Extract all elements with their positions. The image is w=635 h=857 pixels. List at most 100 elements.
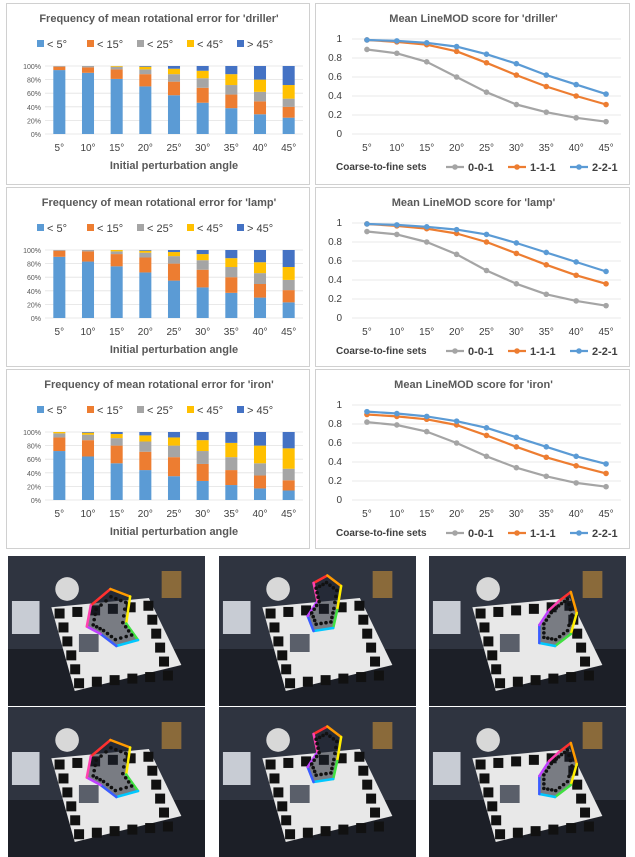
bar-segment-0 <box>196 287 209 318</box>
contour-segment <box>538 759 551 778</box>
bar-segment-3 <box>139 435 152 442</box>
bar-segment-0 <box>167 280 181 318</box>
bar-segment-0 <box>81 456 95 500</box>
x-tick-label: 45° <box>281 509 296 520</box>
keypoint-dot <box>565 748 570 752</box>
keypoint-dot <box>547 765 551 770</box>
bar-segment-1 <box>225 277 238 293</box>
contour-segment <box>553 783 573 799</box>
keypoint-dot <box>565 597 570 601</box>
bar-segment-4 <box>167 250 181 253</box>
x-tick-label: 20° <box>449 509 464 520</box>
bar-segment-2 <box>110 438 123 446</box>
marker-square <box>91 827 102 838</box>
marker-square <box>362 779 373 790</box>
marker-square <box>58 622 69 633</box>
keypoint-dot <box>126 780 131 784</box>
data-point <box>513 240 520 246</box>
x-tick-label: 5° <box>55 327 65 338</box>
data-point <box>364 221 370 227</box>
chart-title: Mean LineMOD score for 'lamp' <box>392 197 556 209</box>
bar-segment-1 <box>53 250 66 257</box>
legend-label: > 45° <box>247 39 273 51</box>
x-tick-label: 5° <box>55 143 65 154</box>
contour-segment <box>85 625 102 636</box>
keypoint-dot <box>120 620 125 625</box>
contour-segment <box>335 735 343 763</box>
keypoint-dot <box>101 628 106 633</box>
keypoint-dot <box>319 772 323 777</box>
bar-segment-2 <box>53 250 66 251</box>
keypoint-dot <box>542 782 546 786</box>
x-tick-label: 10° <box>389 509 404 520</box>
marker-square <box>338 824 349 835</box>
bar-segment-1 <box>139 257 152 273</box>
legend-label: > 45° <box>247 223 273 235</box>
bar-segment-3 <box>253 445 267 464</box>
contour-segment <box>312 777 335 784</box>
keypoint-dot <box>109 634 114 639</box>
keypoint-dot <box>92 768 96 773</box>
bar-segment-3 <box>53 432 66 434</box>
data-point <box>573 115 579 121</box>
object-silhouette <box>539 592 577 646</box>
y-tick-label: 0 <box>336 313 342 324</box>
data-point <box>453 74 460 80</box>
marker-square <box>302 676 313 687</box>
bar-segment-0 <box>110 78 123 134</box>
contour-segment <box>547 750 561 763</box>
contour-segment <box>85 755 92 779</box>
clutter-box <box>222 752 251 785</box>
marker-square <box>566 672 577 683</box>
object-silhouette <box>539 743 577 797</box>
x-tick-label: 40° <box>252 327 267 338</box>
bar-segment-0 <box>282 490 295 500</box>
contour-segment <box>89 738 112 758</box>
bar-segment-0 <box>282 117 295 134</box>
x-tick-label: 30° <box>509 327 524 338</box>
keypoint-dot <box>118 787 123 791</box>
keypoint-dot <box>565 628 570 633</box>
bar-segment-0 <box>167 476 181 500</box>
clutter-can <box>372 722 393 749</box>
data-point <box>543 83 550 90</box>
data-point <box>543 454 550 461</box>
marker-square <box>528 754 539 765</box>
marker-square <box>285 829 296 840</box>
keypoint-dot <box>315 741 319 746</box>
keypoint-dot <box>123 751 128 756</box>
keypoint-dot <box>542 626 546 631</box>
x-tick-label: 40° <box>569 143 584 154</box>
legend-marker-2 <box>576 530 582 536</box>
keypoint-dot <box>556 604 561 608</box>
keypoint-dot <box>309 611 314 615</box>
bar-segment-2 <box>167 74 181 82</box>
marker-square <box>511 605 522 616</box>
marker-square <box>143 600 154 611</box>
keypoint-dot <box>335 588 339 593</box>
keypoint-dot <box>562 599 567 604</box>
marker-square <box>66 801 77 812</box>
x-tick-label: 5° <box>362 143 372 154</box>
clutter-box <box>432 752 461 785</box>
data-point <box>394 222 400 228</box>
clutter-camera <box>78 785 99 803</box>
keypoint-dot <box>329 620 333 624</box>
data-point <box>483 425 490 431</box>
keypoint-dot <box>123 775 128 780</box>
y-tick-label: 20% <box>27 484 41 491</box>
data-point <box>543 72 550 78</box>
keypoint-dot <box>330 615 334 620</box>
bar-segment-4 <box>139 66 152 67</box>
legend-marker-1 <box>514 530 520 536</box>
bar-segment-0 <box>225 108 238 134</box>
clutter-bowl <box>266 728 290 752</box>
photo-scene <box>429 556 626 706</box>
x-tick-label: 35° <box>224 143 239 154</box>
bar-segment-2 <box>139 441 152 452</box>
bar-segment-1 <box>81 251 95 262</box>
data-point <box>513 60 520 67</box>
keypoint-dot <box>94 758 98 762</box>
marker-square <box>162 670 173 681</box>
y-tick-label: 0.2 <box>328 476 342 487</box>
